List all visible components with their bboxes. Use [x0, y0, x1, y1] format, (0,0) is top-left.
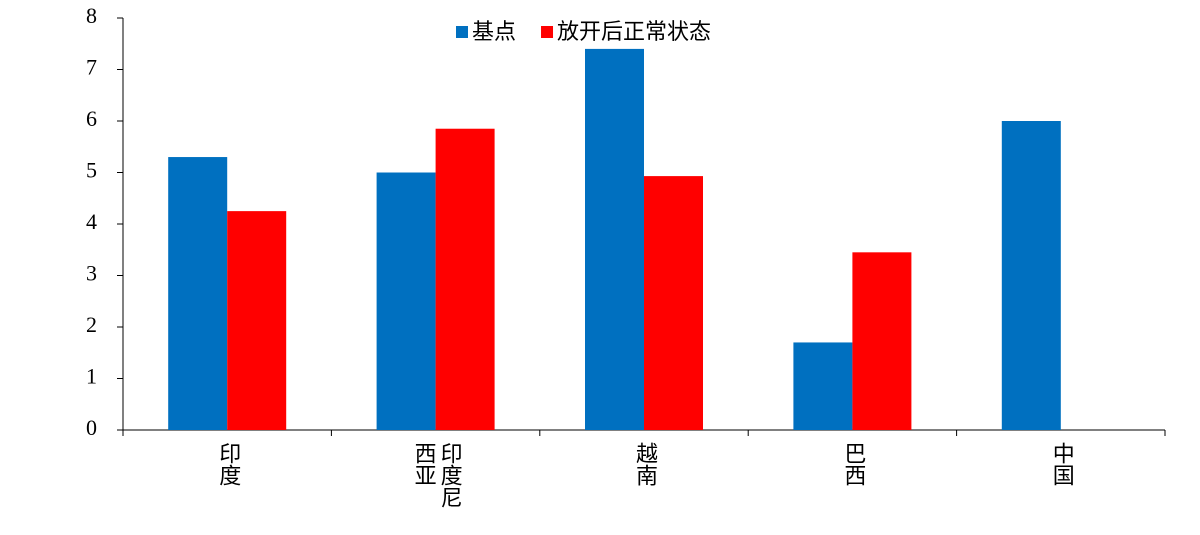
legend-swatch	[456, 26, 468, 38]
x-tick-label: 巴西	[840, 442, 866, 486]
y-tick-label: 1	[86, 364, 97, 389]
bar	[852, 252, 912, 430]
bar	[644, 176, 703, 430]
y-tick-label: 6	[86, 106, 97, 131]
legend-label: 基点	[472, 20, 516, 45]
bar	[227, 211, 287, 430]
bar	[168, 157, 228, 431]
x-tick-label: 越南	[632, 442, 657, 486]
bar	[793, 342, 853, 430]
y-tick-label: 8	[86, 3, 97, 28]
y-tick-label: 4	[86, 209, 97, 234]
y-tick-label: 3	[86, 261, 97, 286]
x-tick-label: 印度	[215, 442, 241, 486]
bar	[376, 172, 436, 430]
x-tick-label: 中国	[1048, 442, 1074, 486]
y-tick-label: 2	[86, 312, 97, 337]
y-tick-label: 5	[86, 158, 97, 183]
y-tick-label: 0	[86, 415, 97, 440]
bar	[585, 48, 644, 431]
y-tick-label: 7	[86, 55, 97, 80]
legend-swatch	[541, 26, 554, 38]
legend-label: 放开后正常状态	[557, 20, 711, 45]
x-tick-label: 印度尼西亚	[410, 442, 462, 508]
bar	[1001, 121, 1061, 430]
bar	[435, 128, 495, 430]
